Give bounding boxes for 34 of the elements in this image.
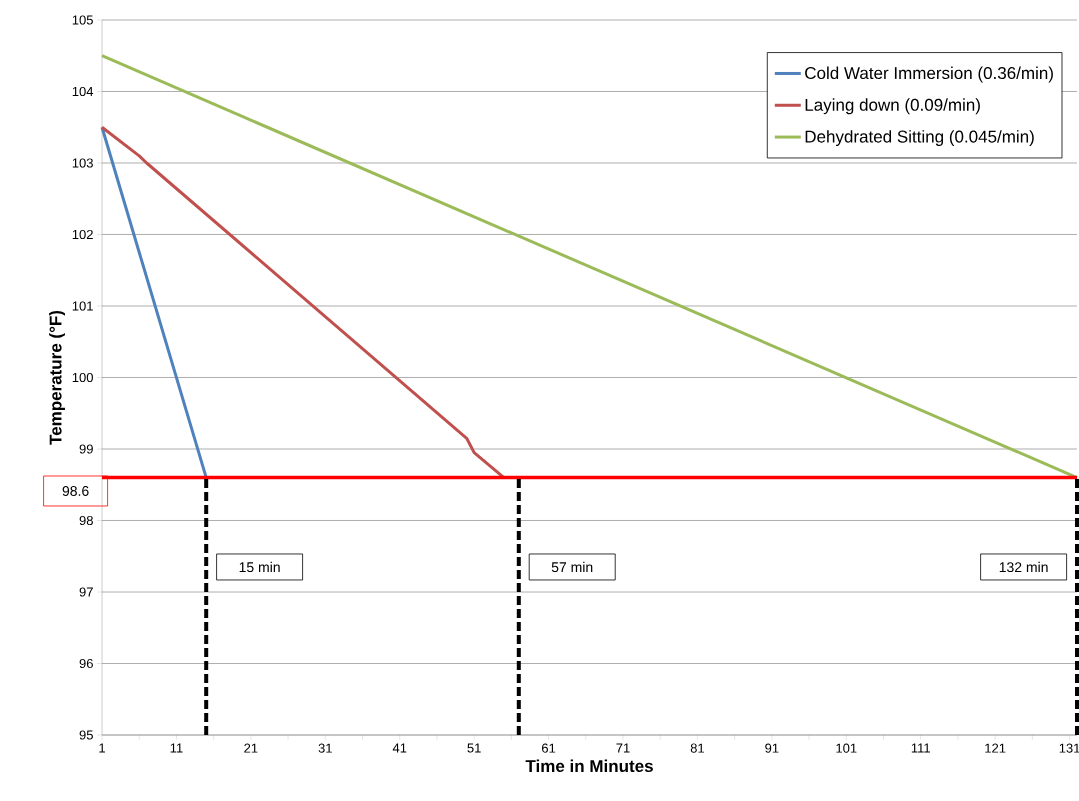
- x-tick-label: 91: [765, 743, 779, 753]
- x-tick-label: 111: [911, 743, 930, 753]
- ref-line-label: 132 min: [999, 561, 1048, 573]
- ref-line-label: 98.6: [62, 486, 89, 496]
- x-tick-label: 131: [1059, 743, 1079, 753]
- y-tick-label: 103: [72, 158, 93, 168]
- x-tick-label: 31: [318, 743, 332, 753]
- y-tick-label: 98: [79, 515, 93, 526]
- x-tick-label: 101: [836, 743, 857, 753]
- legend-label: Laying down (0.09/min): [805, 98, 980, 115]
- x-tick-label: 61: [542, 743, 556, 753]
- x-tick-label: 51: [467, 743, 481, 753]
- y-tick-label: 101: [72, 301, 93, 311]
- legend-label: Dehydrated Sitting (0.045/min): [805, 130, 1034, 146]
- y-tick-label: 97: [79, 587, 93, 597]
- x-tick-label: 121: [985, 743, 1006, 753]
- ref-line-label: 15 min: [239, 561, 280, 573]
- y-axis-title: Temperature (°F): [49, 310, 65, 445]
- legend-label: Cold Water Immersion (0.36/min): [805, 66, 1053, 83]
- x-tick-label: 41: [392, 743, 407, 753]
- y-tick-label: 100: [72, 372, 93, 383]
- y-tick-label: 102: [72, 229, 93, 240]
- x-tick-label: 11: [170, 743, 183, 753]
- y-tick-label: 99: [79, 444, 93, 454]
- y-tick-label: 104: [72, 86, 94, 97]
- x-tick-label: 1: [99, 743, 105, 753]
- x-tick-label: 81: [690, 743, 705, 753]
- ref-line-label: 57 min: [551, 561, 593, 573]
- y-tick-label: 96: [79, 658, 93, 669]
- y-tick-label: 95: [79, 730, 93, 740]
- x-axis-title: Time in Minutes: [525, 759, 653, 773]
- x-tick-label: 71: [616, 743, 630, 753]
- x-tick-label: 21: [244, 743, 258, 753]
- y-tick-label: 105: [72, 15, 93, 25]
